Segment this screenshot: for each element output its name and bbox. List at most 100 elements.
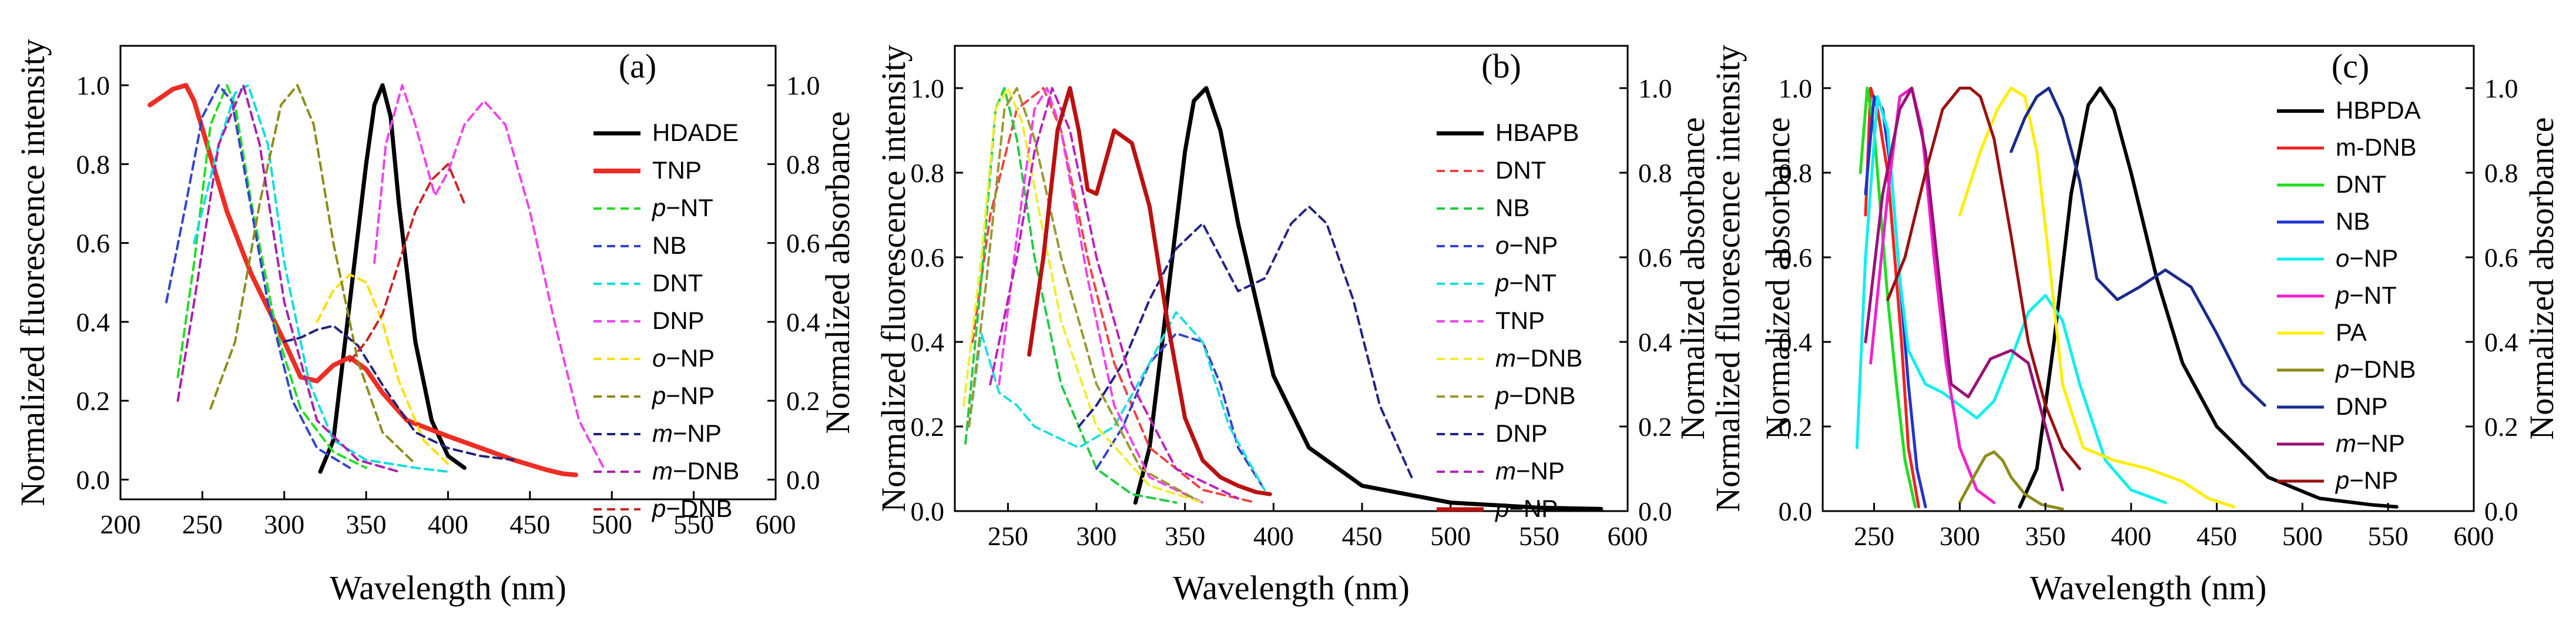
x-tick-label: 250 bbox=[182, 509, 223, 539]
legend-label-text: −NP bbox=[1509, 231, 1558, 259]
x-tick-label: 300 bbox=[1940, 521, 1980, 551]
legend-label-text: PA bbox=[2336, 318, 2367, 346]
y-tick-label: 0.6 bbox=[911, 243, 945, 273]
legend-label-prefix: m bbox=[652, 419, 673, 447]
y-tick-label-right: 1.0 bbox=[1638, 73, 1672, 103]
series-line-p-nt bbox=[176, 84, 368, 469]
y-axis-title: Normalized fluorescence intensity bbox=[14, 39, 52, 506]
legend-label: p−NT bbox=[1494, 269, 1557, 297]
y-axis-title: Normalized fluorescence intensity bbox=[874, 45, 913, 512]
series-line-nb bbox=[964, 87, 1178, 504]
y-tick-label: 0.8 bbox=[76, 149, 110, 179]
legend-label: TNP bbox=[652, 156, 702, 184]
y-tick-label-right: 0.8 bbox=[1638, 158, 1672, 188]
legend-label-text: −NP bbox=[1516, 457, 1565, 485]
legend-label: p−NP bbox=[1494, 495, 1558, 522]
x-tick-label: 400 bbox=[428, 509, 468, 539]
series-line-m-np bbox=[1864, 86, 2064, 492]
legend-label: m−NP bbox=[1495, 457, 1565, 485]
series-line-tnp bbox=[147, 83, 578, 478]
legend-label-text: −NP bbox=[2356, 429, 2405, 457]
x-tick-label: 200 bbox=[100, 509, 141, 539]
y-tick-label-right: 0.0 bbox=[2484, 496, 2518, 526]
legend-label-prefix: m bbox=[1495, 457, 1516, 485]
legend-label: p−NP bbox=[651, 382, 715, 409]
legend-label-prefix: p bbox=[2334, 281, 2349, 309]
y-tick-label-right: 1.0 bbox=[2484, 73, 2518, 103]
series-line-p-np bbox=[209, 84, 417, 465]
legend-label-text: HBPDA bbox=[2336, 96, 2421, 124]
x-tick-label: 300 bbox=[1076, 521, 1117, 551]
x-axis-title: Wavelength (nm) bbox=[2030, 569, 2267, 607]
legend-label-text: −DNB bbox=[673, 457, 739, 485]
legend-label-prefix: m bbox=[1495, 344, 1516, 372]
legend-label-text: −NP bbox=[673, 419, 722, 447]
legend-label-text: DNT bbox=[2336, 170, 2386, 198]
legend-label-prefix: p bbox=[1494, 382, 1509, 409]
legend-label: p−NP bbox=[2334, 466, 2398, 494]
y-tick-label-right: 0.6 bbox=[1638, 243, 1672, 273]
legend-label: p−DNB bbox=[651, 495, 733, 522]
y-tick-label-right: 0.8 bbox=[786, 149, 820, 179]
y-tick-label-right: 0.2 bbox=[786, 386, 820, 416]
series-line-p-dnb bbox=[1958, 450, 2064, 510]
x-tick-label: 600 bbox=[1608, 521, 1648, 551]
legend-label: p−DNB bbox=[2334, 355, 2416, 383]
legend-label-text: −NT bbox=[2349, 281, 2397, 309]
legend-label: DNP bbox=[2336, 392, 2388, 420]
legend: HBAPBDNTNBo−NPp−NTTNPm−DNBp−DNBDNPm−NPp−… bbox=[1437, 119, 1582, 522]
x-tick-label: 300 bbox=[264, 509, 304, 539]
legend-label-text: −DNB bbox=[1516, 344, 1582, 372]
x-tick-label: 450 bbox=[1342, 521, 1383, 551]
series-line-p-np bbox=[1027, 86, 1272, 496]
series-line-m-dnb bbox=[1864, 86, 1920, 509]
series-line-hbpda bbox=[2018, 86, 2399, 509]
x-tick-label: 500 bbox=[592, 509, 632, 539]
y-tick-label-right: 0.4 bbox=[2484, 327, 2518, 357]
legend-label-prefix: o bbox=[1495, 231, 1509, 259]
series-line-p-nt bbox=[968, 311, 1266, 491]
legend-label-prefix: p bbox=[2334, 466, 2349, 494]
legend-label-text: m-DNB bbox=[2336, 133, 2417, 161]
x-tick-label: 350 bbox=[346, 509, 387, 539]
legend-label: DNP bbox=[1495, 419, 1548, 447]
plot-frame bbox=[1822, 45, 2475, 512]
legend-label-text: −NP bbox=[2349, 244, 2398, 272]
x-axis-title: Wavelength (nm) bbox=[330, 569, 566, 607]
legend-label: m−DNB bbox=[1495, 344, 1582, 372]
series-line-dnt bbox=[193, 84, 450, 473]
x-tick-label: 600 bbox=[2454, 521, 2494, 551]
y-tick-label-right: 0.6 bbox=[2484, 243, 2518, 273]
y-tick-label-right: 0.0 bbox=[786, 465, 820, 495]
legend-label-prefix: p bbox=[651, 495, 666, 522]
legend-label-text: −DNB bbox=[666, 495, 732, 522]
y-tick-label-right: 1.0 bbox=[786, 70, 820, 100]
y-axis-title-right: Normalized absorbance bbox=[1673, 117, 1712, 439]
y-tick-label-right: 0.4 bbox=[786, 307, 820, 337]
y-tick-label: 1.0 bbox=[1779, 73, 1813, 103]
x-tick-label: 400 bbox=[1253, 521, 1294, 551]
legend-label: m−DNB bbox=[652, 457, 739, 485]
y-tick-label-right: 0.6 bbox=[786, 229, 820, 258]
legend-label-prefix: p bbox=[1494, 495, 1509, 522]
legend: HDADETNPp−NTNBDNTDNPo−NPp−NPm−NPm−DNBp−D… bbox=[593, 119, 739, 522]
y-tick-label: 1.0 bbox=[911, 73, 945, 103]
legend-label-text: −NP bbox=[2349, 466, 2398, 494]
legend-label: o−NP bbox=[2336, 244, 2398, 272]
y-tick-label-right: 0.0 bbox=[1638, 496, 1672, 526]
legend-label: NB bbox=[652, 231, 686, 259]
legend-label-text: −NP bbox=[666, 382, 715, 409]
legend-label-text: HDADE bbox=[652, 119, 739, 146]
series-line-o-np bbox=[1095, 332, 1266, 491]
legend-label: m−NP bbox=[652, 419, 722, 447]
legend-label-prefix: p bbox=[651, 382, 666, 409]
x-tick-label: 350 bbox=[1165, 521, 1205, 551]
y-axis-title-right: Normalized absorbance bbox=[2523, 117, 2561, 439]
legend-label: DNP bbox=[652, 307, 705, 334]
legend-label-text: NB bbox=[1495, 194, 1530, 221]
legend-label: TNP bbox=[1495, 307, 1545, 334]
x-tick-label: 550 bbox=[2368, 521, 2409, 551]
y-tick-label: 0.6 bbox=[1779, 243, 1813, 273]
y-tick-label: 0.8 bbox=[1779, 158, 1813, 188]
